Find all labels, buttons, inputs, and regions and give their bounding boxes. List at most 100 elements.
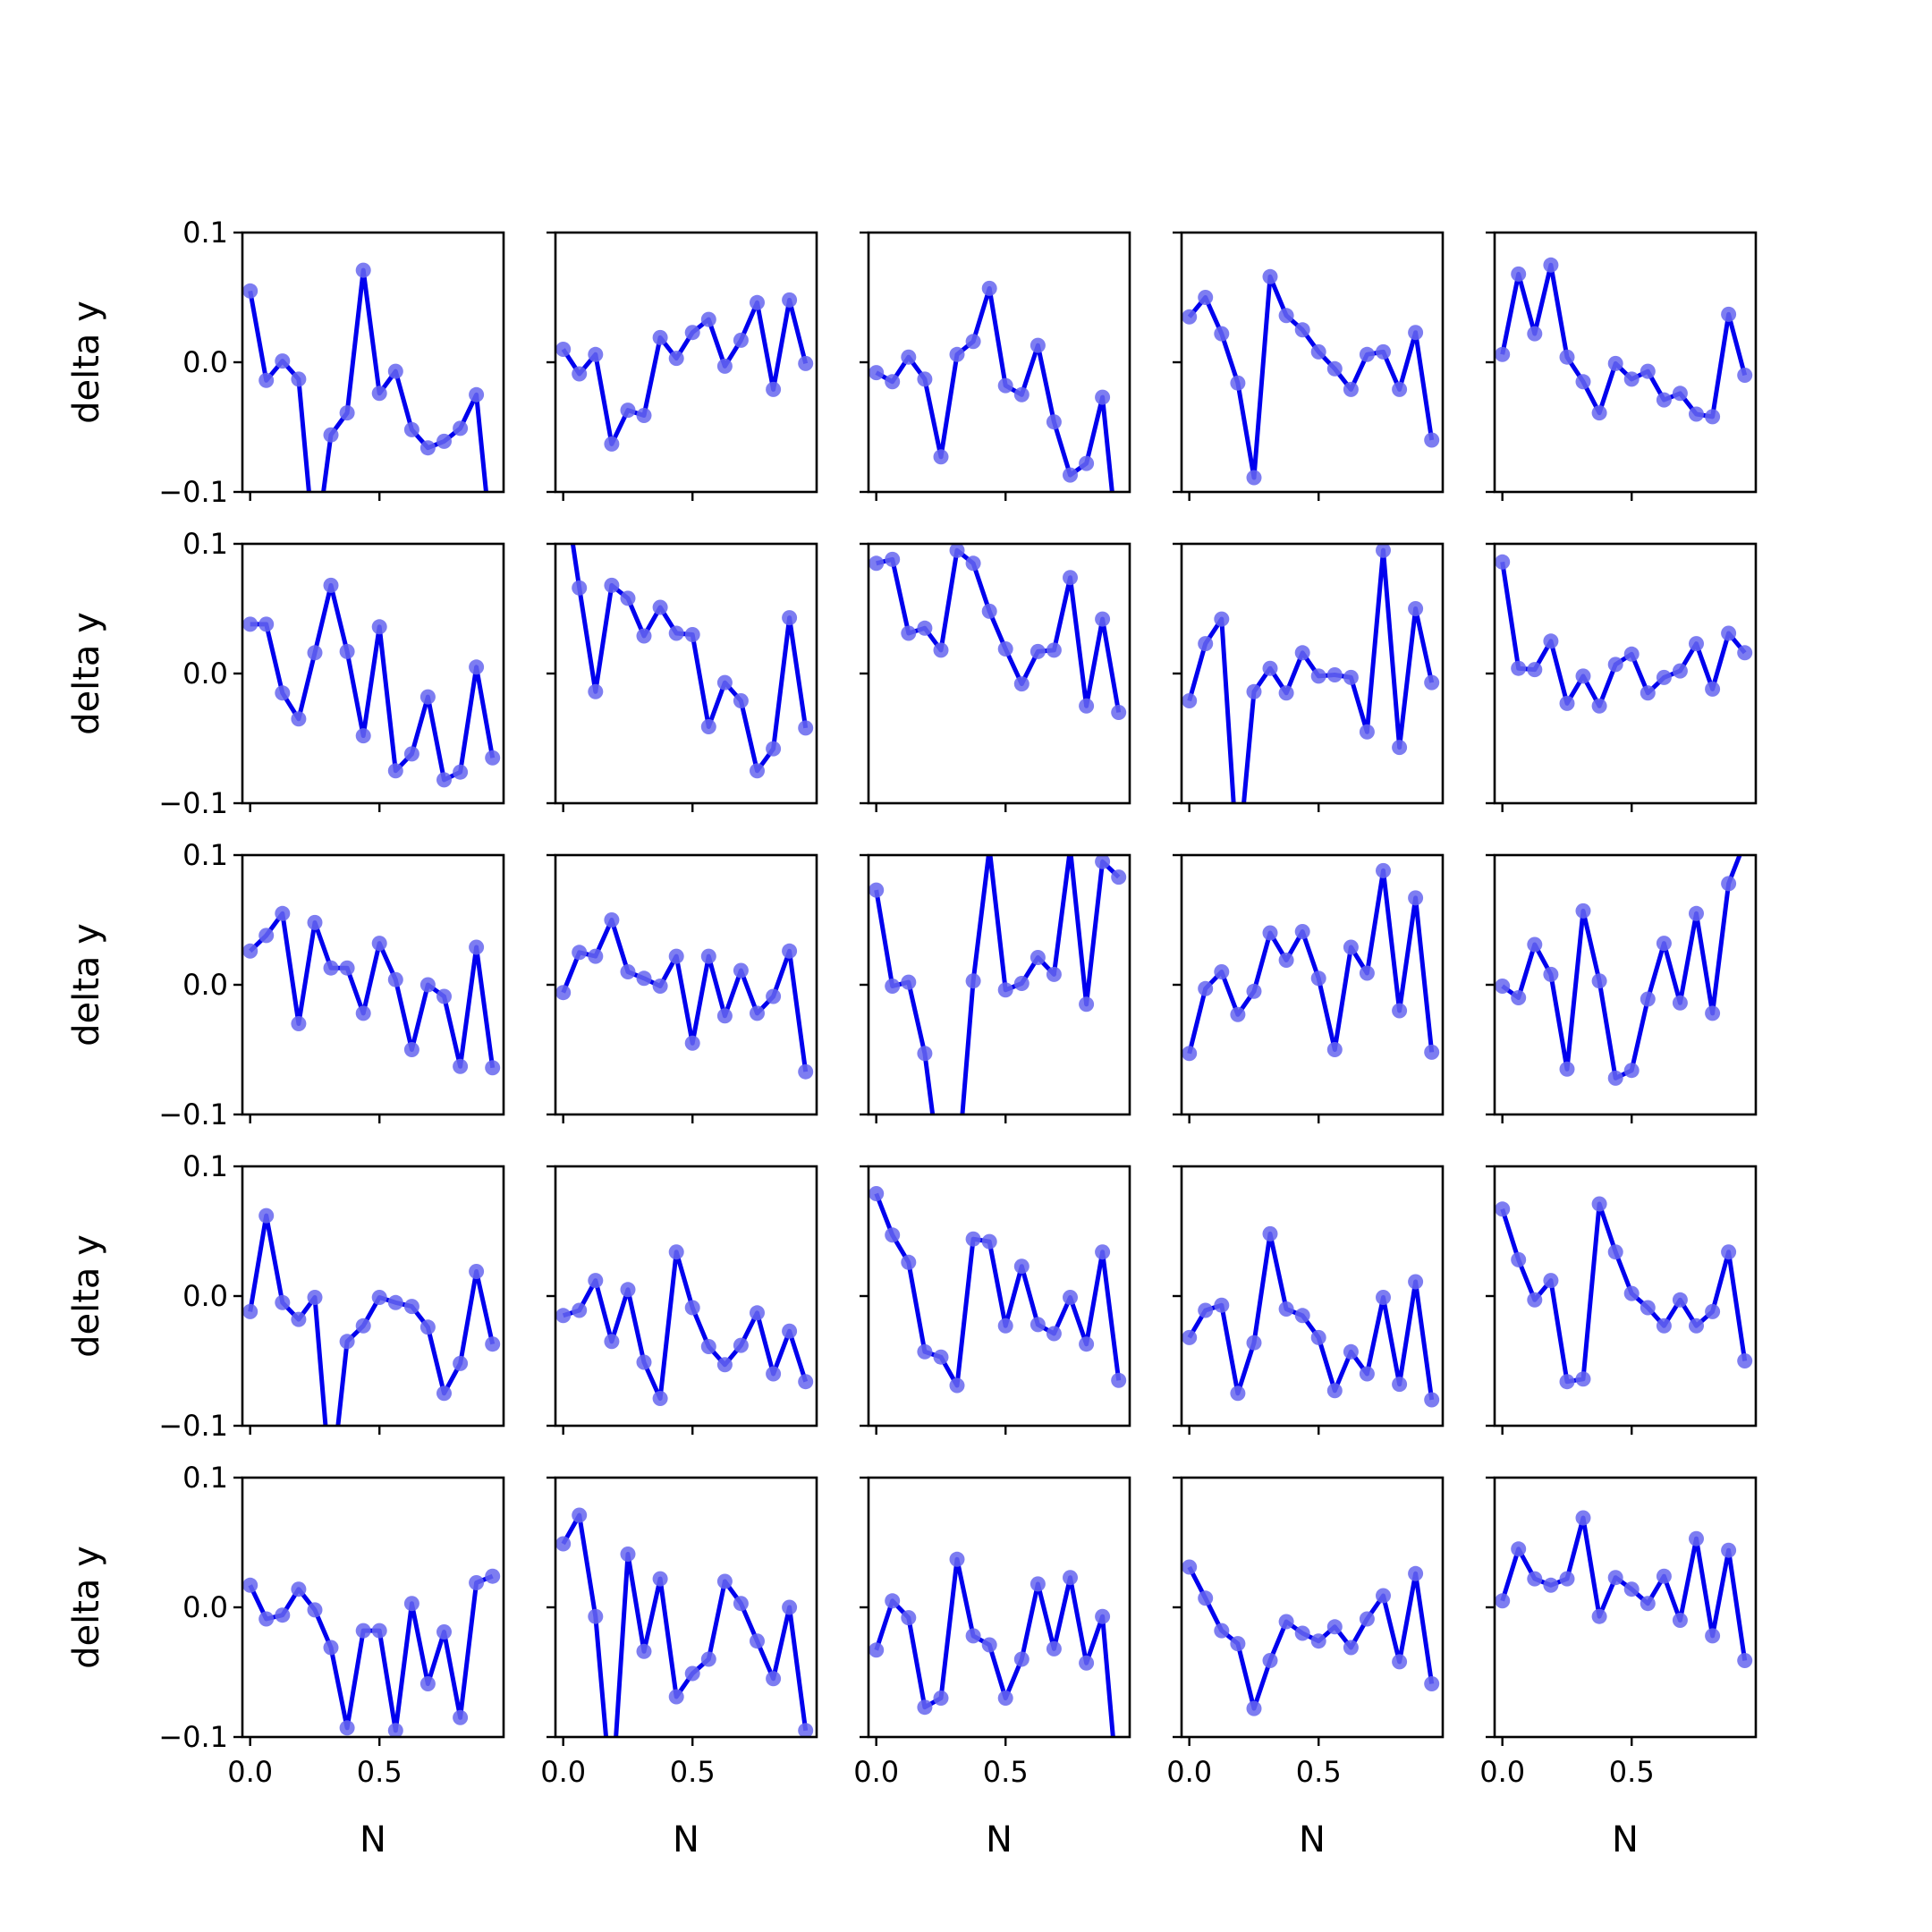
data-point bbox=[1095, 1244, 1111, 1260]
data-point bbox=[901, 1610, 917, 1626]
data-point bbox=[1310, 1633, 1326, 1649]
series-line bbox=[1500, 1515, 1748, 1661]
data-point bbox=[453, 1709, 469, 1725]
plot-area bbox=[869, 544, 1127, 720]
data-point bbox=[997, 982, 1013, 998]
y-tick-label: 0.0 bbox=[182, 1279, 228, 1313]
data-point bbox=[798, 1374, 814, 1390]
data-point bbox=[355, 262, 371, 278]
data-point bbox=[1721, 876, 1737, 892]
data-point bbox=[588, 683, 604, 699]
data-point bbox=[1623, 1063, 1640, 1079]
data-point bbox=[700, 311, 716, 327]
data-point bbox=[1343, 939, 1359, 955]
axes-frame bbox=[554, 1165, 818, 1428]
data-point bbox=[485, 549, 500, 564]
data-point bbox=[1408, 890, 1424, 906]
data-point bbox=[997, 1318, 1013, 1334]
data-point bbox=[885, 551, 901, 567]
plot-area bbox=[1495, 554, 1753, 714]
plot-area bbox=[1495, 1510, 1753, 1668]
data-point bbox=[1230, 1385, 1246, 1402]
data-point bbox=[555, 471, 571, 487]
data-point bbox=[1294, 645, 1310, 661]
data-point bbox=[436, 988, 452, 1004]
data-point bbox=[1408, 325, 1424, 341]
data-point bbox=[1495, 346, 1511, 362]
data-point bbox=[604, 1794, 619, 1809]
y-axis-label: delta y bbox=[66, 612, 107, 735]
data-point bbox=[1689, 1530, 1704, 1546]
data-point bbox=[901, 974, 917, 990]
plot-area bbox=[242, 1208, 501, 1426]
data-point bbox=[403, 746, 419, 762]
data-point bbox=[403, 421, 419, 437]
data-point bbox=[436, 433, 452, 449]
panel-3-3 bbox=[860, 853, 1131, 1123]
data-point bbox=[1230, 1636, 1246, 1652]
y-tick-label: 0.0 bbox=[182, 345, 228, 379]
data-point bbox=[684, 325, 700, 341]
data-point bbox=[1575, 1510, 1591, 1526]
data-point bbox=[242, 616, 258, 632]
plot-area bbox=[1182, 1225, 1440, 1408]
data-point bbox=[750, 294, 765, 310]
data-point bbox=[997, 641, 1013, 657]
data-point bbox=[291, 1311, 307, 1327]
data-point bbox=[1640, 363, 1656, 379]
data-point bbox=[419, 1319, 436, 1335]
data-point bbox=[1623, 371, 1640, 387]
data-point bbox=[636, 1643, 652, 1659]
data-point bbox=[1559, 349, 1575, 365]
series-line bbox=[561, 1513, 809, 1737]
data-point bbox=[1737, 835, 1752, 850]
data-point bbox=[1495, 979, 1511, 994]
data-point bbox=[1111, 549, 1126, 564]
data-point bbox=[652, 1391, 668, 1406]
data-point bbox=[1214, 611, 1230, 627]
plot-area bbox=[869, 855, 1127, 1114]
data-point bbox=[1013, 976, 1030, 991]
data-point bbox=[1182, 1329, 1198, 1345]
y-tick-label: −0.1 bbox=[158, 1720, 228, 1754]
data-point bbox=[1424, 1676, 1440, 1691]
data-point bbox=[436, 1385, 452, 1402]
data-point bbox=[485, 1060, 501, 1076]
data-point bbox=[1278, 1301, 1294, 1317]
data-point bbox=[485, 1568, 501, 1584]
data-point bbox=[1607, 657, 1623, 673]
data-point bbox=[1246, 470, 1262, 486]
data-point bbox=[901, 625, 917, 641]
data-point bbox=[339, 643, 355, 659]
data-point bbox=[684, 1300, 700, 1316]
data-point bbox=[1359, 346, 1375, 362]
data-point bbox=[1046, 1640, 1062, 1657]
y-tick-label: 0.1 bbox=[182, 1149, 228, 1183]
data-point bbox=[1424, 674, 1440, 691]
data-point bbox=[355, 1623, 371, 1639]
series-line bbox=[1500, 1201, 1748, 1385]
data-point bbox=[1559, 1374, 1575, 1390]
data-point bbox=[1640, 991, 1656, 1007]
data-point bbox=[1623, 1581, 1640, 1597]
data-point bbox=[275, 1607, 291, 1623]
data-point bbox=[1030, 337, 1046, 353]
data-point bbox=[1575, 374, 1591, 390]
data-point bbox=[1294, 924, 1310, 939]
plot-area bbox=[555, 292, 814, 452]
data-point bbox=[339, 960, 355, 976]
data-point bbox=[1343, 381, 1359, 397]
data-point bbox=[1359, 1611, 1375, 1627]
data-point bbox=[1721, 625, 1737, 641]
data-point bbox=[258, 1611, 275, 1627]
series-line bbox=[1187, 868, 1435, 1055]
panel-2-2 bbox=[547, 471, 818, 812]
data-point bbox=[419, 440, 436, 456]
data-point bbox=[1689, 636, 1704, 652]
data-point bbox=[1607, 1570, 1623, 1586]
data-point bbox=[1527, 1571, 1543, 1587]
data-point bbox=[1424, 432, 1440, 448]
panel-1-1: −0.1 0.0 0.1 delta y bbox=[66, 216, 505, 564]
